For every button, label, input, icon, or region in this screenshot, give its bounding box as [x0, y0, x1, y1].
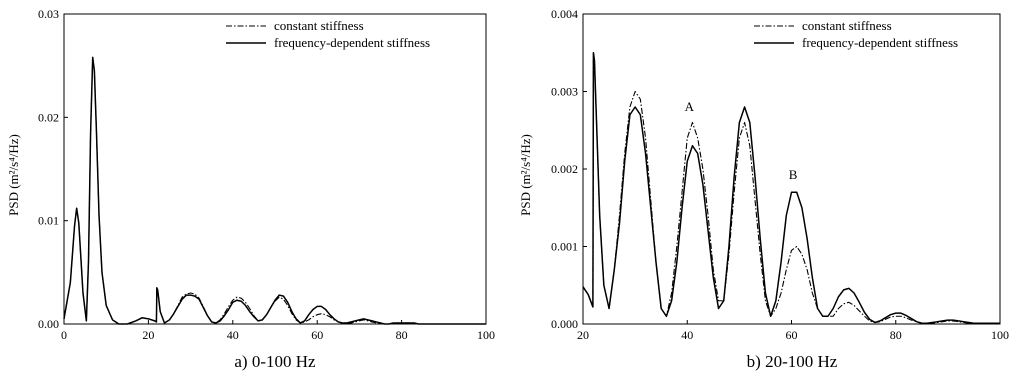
y-tick-label: 0.00 — [38, 317, 59, 331]
x-tick-label: 40 — [227, 328, 239, 342]
y-axis-label: PSD (m²/s⁴/Hz) — [6, 134, 21, 216]
x-tick-label: 60 — [786, 328, 798, 342]
x-tick-label: 80 — [890, 328, 902, 342]
x-tick-label: 20 — [577, 328, 589, 342]
chart-caption: b) 20-100 Hz — [747, 352, 838, 371]
chart-caption: a) 0-100 Hz — [234, 352, 316, 371]
legend-label: constant stiffness — [802, 18, 892, 33]
series-line-frequency-dependent — [582, 52, 1000, 324]
legend-label: frequency-dependent stiffness — [802, 35, 958, 50]
y-tick-label: 0.01 — [38, 214, 59, 228]
y-axis-label: PSD (m²/s⁴/Hz) — [518, 134, 533, 216]
y-tick-label: 0.03 — [38, 7, 59, 21]
y-tick-label: 0.003 — [551, 85, 578, 99]
peak-annotation-a: A — [685, 99, 695, 114]
x-tick-label: 100 — [477, 328, 495, 342]
x-tick-label: 0 — [61, 328, 67, 342]
x-tick-label: 100 — [991, 328, 1009, 342]
legend-label: constant stiffness — [274, 18, 364, 33]
series-line-constant — [63, 56, 486, 325]
chart-panel-a: PSD (m²/s⁴/Hz) 0 20 40 60 80 100 0.00 0.01 0.02 0… — [6, 7, 495, 371]
legend: constant stiffness frequency-dependent st… — [226, 18, 430, 50]
plot-frame — [63, 13, 487, 325]
y-tick-label: 0.000 — [551, 317, 578, 331]
chart-panel-b: PSD (m²/s⁴/Hz) 20 40 60 80 100 0.000 0.001 0.00… — [518, 7, 1009, 371]
legend: constant stiffness frequency-dependent st… — [754, 18, 958, 50]
x-tick-label: 60 — [311, 328, 323, 342]
y-tick-label: 0.02 — [38, 110, 59, 124]
peak-annotation-b: B — [789, 167, 798, 182]
y-tick-label: 0.004 — [551, 7, 578, 21]
x-tick-label: 20 — [142, 328, 154, 342]
series-line-frequency-dependent — [63, 56, 486, 325]
x-tick-label: 40 — [681, 328, 693, 342]
x-tick-label: 80 — [396, 328, 408, 342]
y-tick-label: 0.002 — [551, 162, 578, 176]
legend-label: frequency-dependent stiffness — [274, 35, 430, 50]
series-line-constant — [582, 52, 1000, 325]
y-tick-label: 0.001 — [551, 240, 578, 254]
